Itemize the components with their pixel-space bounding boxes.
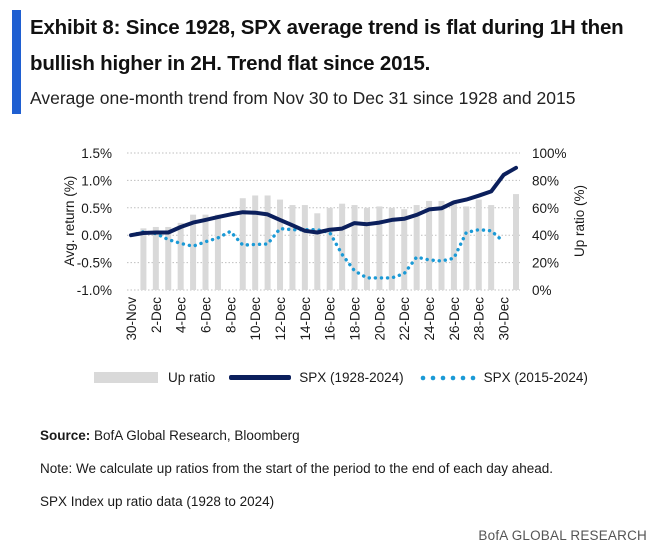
x-axis: 30-Nov 2-Dec 4-Dec 6-Dec 8-Dec 10-Dec 12-Dec 14… [124,297,512,341]
up-ratio-bar [152,226,159,290]
legend-solid-line-swatch [229,375,292,380]
x-tick-label: 16-Dec [323,297,338,341]
source-label: Source: [40,428,91,443]
x-tick-label: 24-Dec [422,297,437,341]
x-tick-label: 6-Dec [199,297,214,333]
up-ratio-bar [488,205,495,290]
x-tick-label: 26-Dec [447,297,462,341]
legend-spx-short-label: SPX (2015-2024) [483,370,588,385]
x-tick-label: 8-Dec [223,297,238,333]
y-axis-left: 1.5% 1.0% 0.5% 0.0% -0.5% -1.0% [77,146,112,298]
x-tick-label: 30-Nov [124,297,139,341]
up-ratio-bar [314,213,321,290]
up-ratio-bar [252,195,259,290]
x-tick-label: 2-Dec [149,297,164,333]
note-text-2: SPX Index up ratio data (1928 to 2024) [40,494,275,509]
up-ratio-bar [214,214,221,290]
source-line: Source: BofA Global Research, Bloomberg [40,428,300,443]
y-left-tick-label: -0.5% [77,256,112,271]
y-right-tick-label: 0% [532,283,552,298]
y-axis-left-title: Avg. return (%) [62,176,77,267]
chart-title: Exhibit 8: Since 1928, SPX average trend… [30,16,624,75]
up-ratio-bar [264,195,271,290]
up-ratio-bar [202,214,209,290]
up-ratio-bar [438,200,445,290]
y-left-tick-label: 0.5% [81,201,112,216]
up-ratio-bar [513,194,519,290]
legend-spx-long: SPX (1928-2024) [229,370,404,385]
x-tick-label: 28-Dec [472,297,487,341]
x-tick-label: 30-Dec [497,297,512,341]
up-ratio-bar [339,203,346,290]
y-axis-right: 100% 80% 60% 40% 20% 0% [532,146,567,298]
y-right-tick-label: 20% [532,256,559,271]
legend-up-ratio-label: Up ratio [168,370,216,385]
series-lines [129,165,518,280]
up-ratio-bar [289,205,296,290]
up-ratio-bar [277,199,284,290]
x-tick-label: 22-Dec [397,297,412,341]
up-ratio-bar [165,226,172,290]
up-ratio-bar [463,206,470,290]
x-tick-label: 4-Dec [174,297,189,333]
y-left-tick-label: 1.0% [81,173,112,188]
legend: Up ratio SPX (1928-2024) SPX (2015-2024) [94,370,602,385]
legend-bar-swatch [94,372,158,383]
legend-spx-short: SPX (2015-2024) [417,370,588,385]
up-ratio-bar [376,206,383,290]
up-ratio-bar [177,222,184,290]
up-ratio-bar [326,207,333,290]
up-ratio-bar [475,199,482,290]
x-tick-label: 12-Dec [273,297,288,341]
up-ratio-bar [426,200,433,290]
x-tick-label: 20-Dec [372,297,387,341]
y-right-tick-label: 100% [532,146,567,161]
x-tick-label: 10-Dec [248,297,263,341]
y-axis-right-title: Up ratio (%) [572,185,587,257]
accent-bar [12,10,21,114]
y-left-tick-label: -1.0% [77,283,112,298]
up-ratio-bar [190,214,197,290]
up-ratio-bar [450,200,457,290]
y-right-tick-label: 60% [532,201,559,216]
y-left-tick-label: 1.5% [81,146,112,161]
gridlines [127,152,520,291]
legend-up-ratio: Up ratio [94,370,215,385]
note-text: Note: We calculate up ratios from the st… [40,461,554,476]
x-tick-label: 18-Dec [348,297,363,341]
source-text: BofA Global Research, Bloomberg [94,428,300,443]
y-right-tick-label: 40% [532,228,559,243]
up-ratio-bar [140,228,147,290]
up-ratio-bar [301,205,308,290]
spx-1928-2024-line [129,165,518,238]
chart-subtitle: Average one-month trend from Nov 30 to D… [30,88,576,108]
x-tick-label: 14-Dec [298,297,313,341]
up-ratio-bar [363,207,370,290]
up-ratio-bar [351,205,358,290]
up-ratio-bar [388,207,395,290]
up-ratio-bars [140,194,519,290]
up-ratio-bar [413,205,420,290]
y-left-tick-label: 0.0% [81,228,112,243]
legend-spx-long-label: SPX (1928-2024) [299,370,404,385]
legend-dotted-line-swatch [417,374,476,381]
y-right-tick-label: 80% [532,173,559,188]
brand-footer: BofA GLOBAL RESEARCH [478,528,647,543]
up-ratio-bar [401,209,408,290]
